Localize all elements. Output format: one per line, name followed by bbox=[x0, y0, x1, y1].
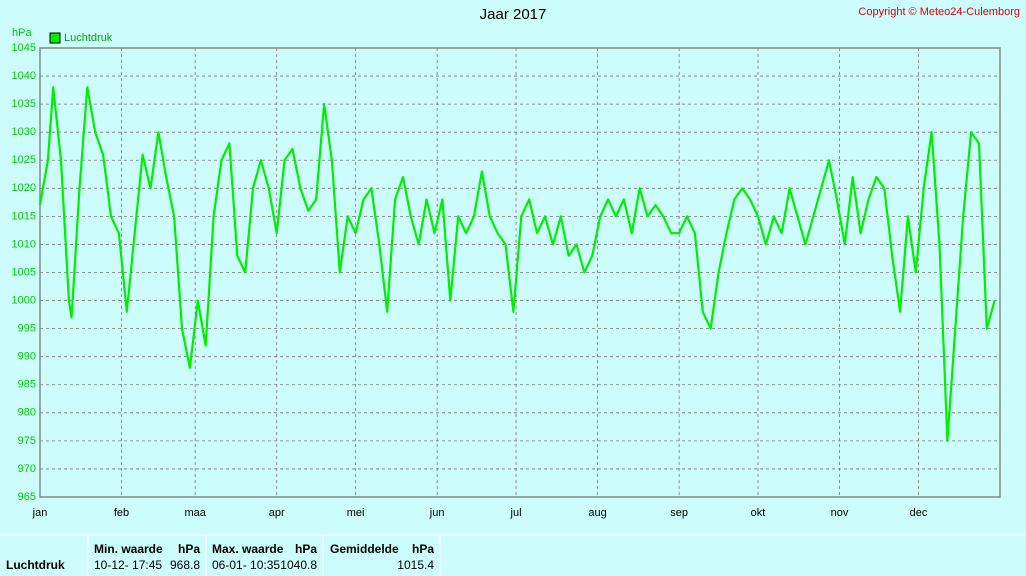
y-tick-label: 970 bbox=[18, 463, 36, 475]
y-tick-label: 1035 bbox=[12, 98, 36, 110]
x-tick-label: jun bbox=[429, 507, 445, 519]
table-time: 06-01- 10:35 bbox=[212, 558, 280, 572]
x-tick-label: mei bbox=[347, 507, 365, 519]
table-row-label: Luchtdruk bbox=[6, 558, 65, 572]
y-tick-label: 1020 bbox=[12, 182, 36, 194]
table-unit: hPa bbox=[295, 542, 317, 556]
y-tick-label: 965 bbox=[18, 491, 36, 503]
table-header: Max. waarde bbox=[212, 542, 284, 556]
x-tick-label: jul bbox=[510, 507, 522, 519]
x-tick-label: sep bbox=[670, 507, 688, 519]
plot-frame bbox=[39, 47, 1001, 498]
legend-swatch bbox=[49, 32, 61, 44]
y-axis-label: hPa bbox=[12, 27, 32, 39]
x-tick-label: aug bbox=[588, 507, 606, 519]
x-tick-label: nov bbox=[831, 507, 849, 519]
table-unit: hPa bbox=[412, 542, 434, 556]
y-tick-label: 1015 bbox=[12, 210, 36, 222]
table-header: Min. waarde bbox=[94, 542, 163, 556]
data-line bbox=[38, 86, 996, 442]
y-tick-label: 990 bbox=[18, 351, 36, 363]
lines bbox=[38, 86, 996, 442]
table-value: 968.8 bbox=[170, 558, 200, 572]
legend-label: Luchtdruk bbox=[64, 32, 113, 44]
y-tick-label: 995 bbox=[18, 323, 36, 335]
x-tick-label: maa bbox=[184, 507, 206, 519]
y-tick-label: 1010 bbox=[12, 238, 36, 250]
table-unit: hPa bbox=[178, 542, 200, 556]
table-time: 10-12- 17:45 bbox=[94, 558, 162, 572]
x-tick-label: apr bbox=[269, 507, 285, 519]
legend: Luchtdruk bbox=[49, 32, 113, 44]
x-tick-label: okt bbox=[751, 507, 766, 519]
y-tick-label: 1040 bbox=[12, 70, 36, 82]
copyright: Copyright © Meteo24-Culemborg bbox=[858, 6, 1020, 18]
y-tick-label: 980 bbox=[18, 407, 36, 419]
y-tick-label: 1030 bbox=[12, 126, 36, 138]
y-tick-label: 985 bbox=[18, 379, 36, 391]
y-tick-label: 1005 bbox=[12, 266, 36, 278]
x-tick-label: dec bbox=[910, 507, 928, 519]
y-tick-label: 975 bbox=[18, 435, 36, 447]
x-tick-label: feb bbox=[114, 507, 129, 519]
y-tick-label: 1000 bbox=[12, 294, 36, 306]
table-value: 1040.8 bbox=[280, 558, 317, 572]
x-tick-label: jan bbox=[32, 507, 48, 519]
table-value: 1015.4 bbox=[397, 558, 434, 572]
y-tick-label: 1025 bbox=[12, 154, 36, 166]
table-header: Gemiddelde bbox=[330, 542, 399, 556]
y-tick-label: 1045 bbox=[12, 42, 36, 54]
chart-title: Jaar 2017 bbox=[480, 6, 547, 23]
